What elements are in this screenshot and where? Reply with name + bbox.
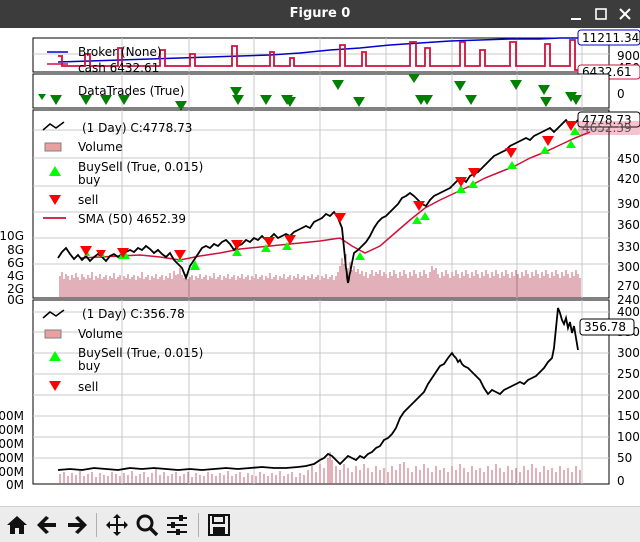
cash-legend-label: cash 6432.61 xyxy=(78,61,159,75)
second-vol-tick: 00M xyxy=(0,437,24,451)
main-sma-label: 4652.39 xyxy=(582,121,632,135)
cash-line xyxy=(58,39,580,71)
trades-panel: DataTrades (True) 0 xyxy=(32,73,625,111)
second-y-tick: 0 xyxy=(617,474,625,488)
second-y-tick: 50 xyxy=(617,451,632,465)
broker-y-tick: 9000 xyxy=(617,49,640,63)
main-y-tick: 420 xyxy=(617,172,640,186)
second-y-tick: 300 xyxy=(617,346,640,360)
main-y-tick: 240 xyxy=(617,293,640,307)
window-title: Figure 0 xyxy=(289,6,351,21)
second-volume-bars xyxy=(59,452,581,484)
main-vol-tick: 8G xyxy=(7,243,24,257)
main-legend-buysell: BuySell (True, 0.015) xyxy=(78,160,203,174)
figure-canvas[interactable]: Broker (None) cash 6432.61 9000 450 0 112… xyxy=(0,28,640,506)
main-legend-volume: Volume xyxy=(78,140,123,154)
main-y-tick: 270 xyxy=(617,279,640,293)
navigation-toolbar xyxy=(0,506,640,542)
second-legend-volume: Volume xyxy=(78,327,123,341)
configure-icon[interactable] xyxy=(164,512,190,538)
main-price-line xyxy=(57,117,583,284)
back-icon[interactable] xyxy=(34,512,60,538)
second-vol-tick: 00M xyxy=(0,423,24,437)
window-titlebar: Figure 0 xyxy=(0,0,640,28)
home-icon[interactable] xyxy=(4,512,30,538)
second-y-tick: 150 xyxy=(617,409,640,423)
main-vol-tick: 10G xyxy=(0,229,24,243)
main-price-panel: (1 Day) C:4778.73 Volume BuySell (True, … xyxy=(0,109,640,307)
second-y-tick: 250 xyxy=(617,367,640,381)
broker-value-line xyxy=(57,37,580,63)
second-price-line xyxy=(57,307,579,471)
main-y-tick: 330 xyxy=(617,240,640,254)
main-vol-tick: 4G xyxy=(7,269,24,283)
main-legend-sma: SMA (50) 4652.39 xyxy=(78,212,186,226)
trades-y-tick: 0 xyxy=(617,87,625,101)
second-legend-buysell: BuySell (True, 0.015) xyxy=(78,346,203,360)
second-vol-tick: 00M xyxy=(0,409,24,423)
second-y-axis: 400 350 300 250 200 150 100 50 0 xyxy=(617,305,640,488)
main-legend-price: (1 Day) C:4778.73 xyxy=(82,121,192,135)
second-legend: (1 Day) C:356.78 Volume BuySell (True, 0… xyxy=(42,307,203,394)
second-price-panel: (1 Day) C:356.78 Volume BuySell (True, 0… xyxy=(0,299,640,492)
main-y-tick: 390 xyxy=(617,197,640,211)
broker-value-label: 11211.34 xyxy=(582,31,639,45)
second-vol-tick: 0M xyxy=(6,478,24,492)
main-last-price-label: 4778.73 xyxy=(582,113,632,127)
broker-panel: Broker (None) cash 6432.61 9000 4500 112… xyxy=(32,29,640,80)
trade-markers xyxy=(50,74,582,111)
main-legend-buy: buy xyxy=(78,173,100,187)
second-legend-buy: buy xyxy=(78,359,100,373)
main-volume-axis: 10G 8G 6G 4G 2G 0G xyxy=(0,229,24,307)
close-icon[interactable] xyxy=(615,4,635,24)
main-legend: (1 Day) C:4778.73 Volume BuySell (True, … xyxy=(42,121,203,226)
second-vol-tick: 00M xyxy=(0,465,24,479)
forward-icon[interactable] xyxy=(64,512,90,538)
broker-legend: Broker (None) cash 6432.61 xyxy=(47,45,162,75)
second-y-tick: 200 xyxy=(617,388,640,402)
save-icon[interactable] xyxy=(206,512,232,538)
broker-legend-label: Broker (None) xyxy=(78,45,162,59)
pan-icon[interactable] xyxy=(104,512,130,538)
main-y-tick: 360 xyxy=(617,218,640,232)
main-y-tick: 300 xyxy=(617,260,640,274)
second-legend-price: (1 Day) C:356.78 xyxy=(82,307,185,321)
main-legend-sell: sell xyxy=(78,193,98,207)
second-y-tick: 400 xyxy=(617,305,640,319)
zoom-icon[interactable] xyxy=(134,512,160,538)
main-volume-bars xyxy=(59,254,581,298)
second-vol-tick: 00M xyxy=(0,451,24,465)
second-y-tick: 100 xyxy=(617,430,640,444)
main-sell-markers xyxy=(80,121,577,260)
second-legend-sell: sell xyxy=(78,380,98,394)
main-y-axis: 450 420 390 360 330 300 270 240 xyxy=(617,152,640,307)
maximize-icon[interactable] xyxy=(591,4,611,24)
main-vol-tick: 6G xyxy=(7,256,24,270)
main-vol-tick: 2G xyxy=(7,282,24,296)
main-vol-tick: 0G xyxy=(7,293,24,307)
second-last-price-label: 356.78 xyxy=(584,320,626,334)
trades-legend-label: DataTrades (True) xyxy=(78,84,184,98)
main-y-tick: 450 xyxy=(617,152,640,166)
second-volume-axis: 00M 00M 00M 00M 00M 0M xyxy=(0,409,24,492)
minimize-icon[interactable] xyxy=(566,4,586,24)
